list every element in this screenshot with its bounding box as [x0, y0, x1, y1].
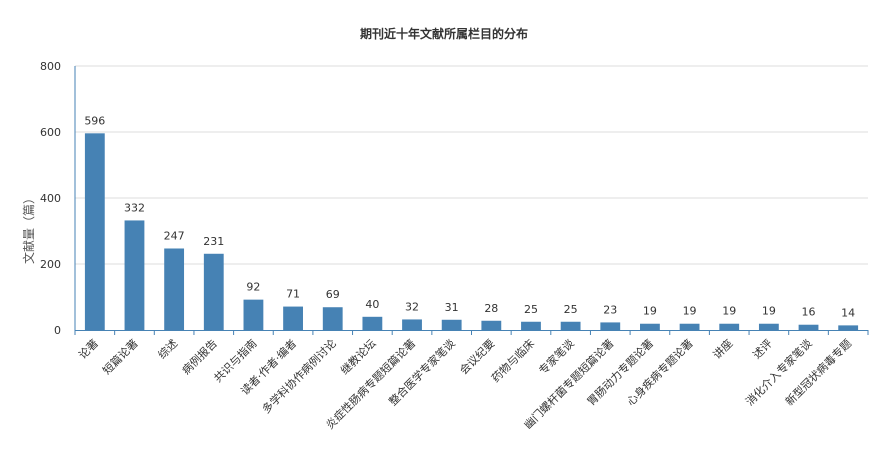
bar [679, 323, 700, 330]
x-category-label: 消化介入专家笔谈 [743, 336, 815, 408]
x-category-label: 多学科协作病例讨论 [259, 336, 339, 416]
x-category-label: 病例报告 [179, 336, 220, 377]
x-category-label: 继教论坛 [337, 336, 378, 377]
bar-value-label: 92 [246, 281, 260, 294]
grid-lines [75, 65, 868, 265]
x-category-label: 新型冠状病毒专题 [782, 336, 854, 408]
bars: 596 332 247 231 92 71 69 40 32 31 28 25 25 23 19 19 19 19… [84, 114, 859, 330]
bar [283, 306, 303, 330]
bar-value-label: 19 [643, 305, 657, 318]
bar-value-label: 23 [603, 303, 617, 316]
bar-value-label: 231 [203, 235, 224, 248]
y-axis-title: 文献量（篇） [21, 192, 36, 264]
bar [719, 323, 740, 330]
bar-value-label: 69 [326, 288, 340, 301]
bar [838, 325, 859, 330]
bar [481, 320, 502, 330]
y-tick-label: 400 [40, 192, 61, 205]
bar-value-label: 28 [484, 302, 498, 315]
bar [560, 321, 581, 330]
x-category-label: 短篇论著 [100, 336, 141, 377]
y-tick-label: 600 [40, 126, 61, 139]
x-category-label: 药物与临床 [488, 336, 537, 385]
bar [521, 321, 541, 330]
x-category-label: 心身疾病专题论著 [624, 336, 696, 408]
y-axis: 0 200 400 600 800 [40, 60, 76, 337]
bar-value-label: 14 [841, 306, 855, 319]
x-category-label: 讲座 [710, 336, 735, 361]
bar [322, 307, 343, 330]
bar-value-label: 16 [802, 306, 816, 319]
bar-value-label: 247 [164, 229, 185, 242]
bar-value-label: 31 [445, 301, 459, 314]
bar [84, 133, 105, 330]
bar-value-label: 25 [564, 303, 578, 316]
bar [203, 253, 224, 330]
bar [600, 322, 621, 330]
y-tick-label: 200 [40, 258, 61, 271]
bar [758, 323, 779, 330]
bar-value-label: 332 [124, 201, 145, 214]
bar [124, 220, 145, 330]
y-tick-label: 0 [54, 324, 61, 337]
x-category-label: 论著 [75, 336, 100, 361]
bar-value-label: 19 [762, 305, 776, 318]
bar-value-label: 596 [84, 114, 105, 127]
x-category-label: 述评 [750, 337, 775, 362]
x-category-label: 胃肠动力专题论著 [584, 336, 656, 408]
bar-value-label: 25 [524, 303, 538, 316]
x-category-label: 综述 [155, 336, 180, 361]
bar-value-label: 19 [722, 305, 736, 318]
bar [640, 323, 660, 330]
x-category-label: 会议纪要 [457, 337, 497, 377]
bar-value-label: 19 [683, 305, 697, 318]
bar-value-label: 40 [365, 298, 379, 311]
bar [164, 248, 185, 330]
x-category-label: 专家笔谈 [536, 336, 577, 377]
bar-value-label: 32 [405, 300, 419, 313]
bar [402, 319, 422, 330]
x-category-label: 整合医学专家笔谈 [386, 336, 458, 408]
bar [798, 324, 819, 330]
bar [362, 316, 383, 330]
y-tick-label: 800 [40, 60, 61, 73]
bar-value-label: 71 [286, 288, 300, 301]
chart-title: 期刊近十年文献所属栏目的分布 [360, 26, 528, 41]
bar [243, 299, 264, 330]
bar [441, 319, 462, 330]
